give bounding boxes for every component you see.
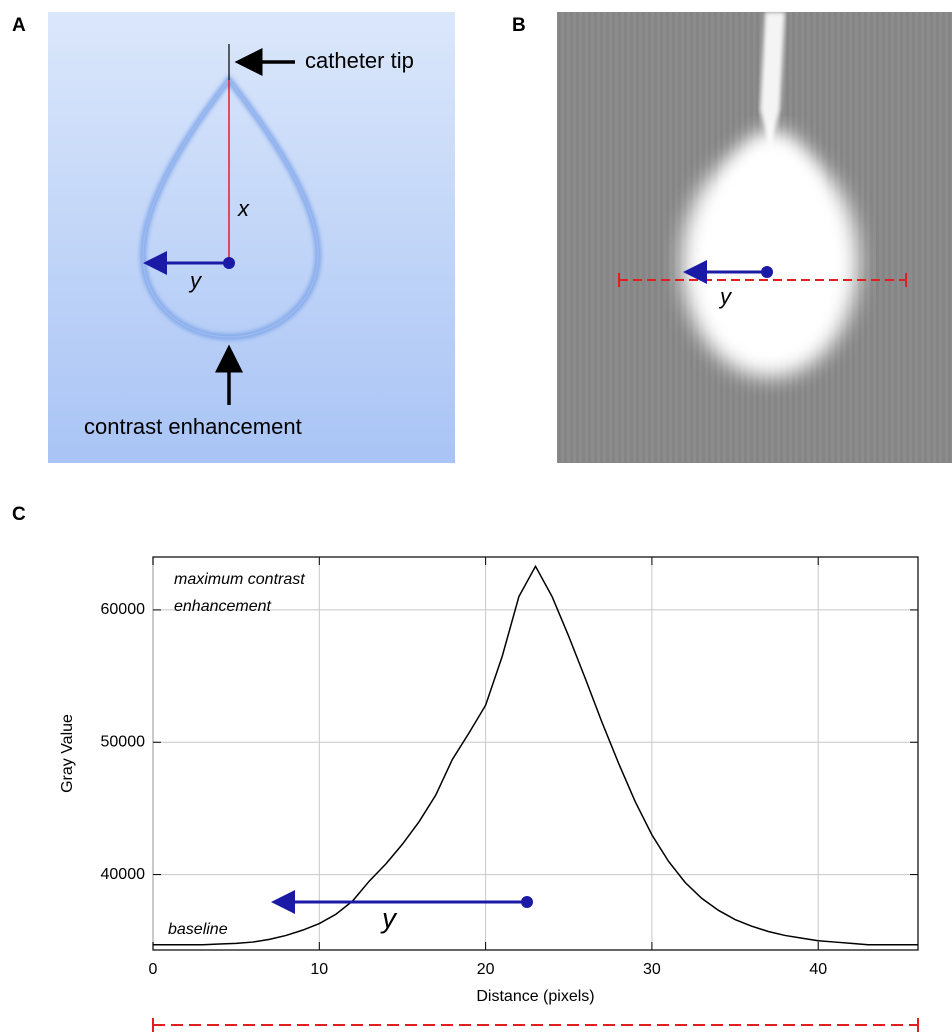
y-label: y [718,284,733,309]
y-tick-label: 50000 [101,733,146,750]
annotation: y [380,902,398,933]
contrast-blob [727,130,817,270]
center-dot [223,257,235,269]
x-tick-label: 10 [310,961,328,978]
y-axis-label: Gray Value [59,714,76,793]
x-tick-label: 40 [809,961,827,978]
x-tick-label: 20 [477,961,495,978]
panel-a: A catheter tip x y contrast enhancement [12,12,455,463]
panel-label: B [512,15,526,36]
annotation: catheter tip [305,48,414,73]
contrast-jet [760,12,785,150]
x-label: x [237,196,250,221]
y-tick-label: 60000 [101,601,146,618]
x-tick-label: 30 [643,961,661,978]
plot-area [152,556,919,951]
center-dot [521,896,533,908]
panel-b: B y [512,12,952,463]
panel-label: A [12,15,26,36]
panel-label: C [12,504,26,525]
data-line [153,564,918,946]
x-tick-label: 0 [149,961,158,978]
x-axis-label: Distance (pixels) [476,988,594,1005]
annotation: maximum contrast [174,571,305,588]
droplet-edge [142,78,319,338]
diagram-background [48,12,455,463]
annotation: contrast enhancement [84,414,302,439]
panel-c: C [12,504,919,1032]
y-tick-label: 40000 [101,866,146,883]
center-dot [761,266,773,278]
y-label: y [188,268,203,293]
annotation: enhancement [174,598,272,615]
annotation: baseline [168,921,228,938]
